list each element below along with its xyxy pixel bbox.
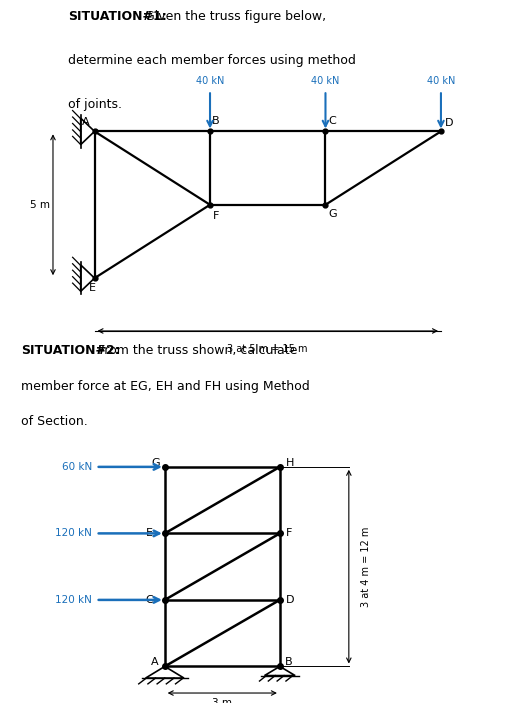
Text: 3 at 4 m = 12 m: 3 at 4 m = 12 m [361, 527, 371, 607]
Text: Given the truss figure below,: Given the truss figure below, [141, 10, 326, 23]
Text: B: B [213, 116, 220, 126]
Text: H: H [286, 458, 294, 467]
Text: 60 kN: 60 kN [62, 462, 92, 472]
Text: C: C [146, 595, 154, 605]
Text: E: E [146, 529, 153, 538]
Text: of joints.: of joints. [68, 98, 123, 111]
Text: G: G [328, 209, 337, 219]
Text: G: G [151, 458, 160, 467]
Text: F: F [286, 529, 292, 538]
Text: SITUATION#1:: SITUATION#1: [68, 10, 167, 23]
Text: 40 kN: 40 kN [196, 76, 224, 86]
Text: C: C [328, 116, 336, 126]
Text: B: B [285, 657, 292, 667]
Text: member force at EG, EH and FH using Method: member force at EG, EH and FH using Meth… [21, 380, 310, 393]
Text: From the truss shown, calculate: From the truss shown, calculate [94, 344, 297, 357]
Text: A: A [151, 657, 159, 667]
Text: D: D [286, 595, 294, 605]
Text: 3 at 5 m = 15 m: 3 at 5 m = 15 m [228, 344, 308, 354]
Text: determine each member forces using method: determine each member forces using metho… [68, 54, 356, 67]
Text: E: E [89, 283, 96, 293]
Text: 40 kN: 40 kN [427, 76, 455, 86]
Text: 120 kN: 120 kN [55, 529, 92, 538]
Text: D: D [445, 118, 453, 128]
Text: F: F [213, 211, 219, 221]
Text: of Section.: of Section. [21, 415, 88, 428]
Text: 40 kN: 40 kN [311, 76, 340, 86]
Text: A: A [82, 117, 89, 127]
Text: SITUATION#2:: SITUATION#2: [21, 344, 120, 357]
Text: 120 kN: 120 kN [55, 595, 92, 605]
Text: 5 m: 5 m [31, 200, 50, 209]
Text: 3 m: 3 m [213, 698, 232, 703]
